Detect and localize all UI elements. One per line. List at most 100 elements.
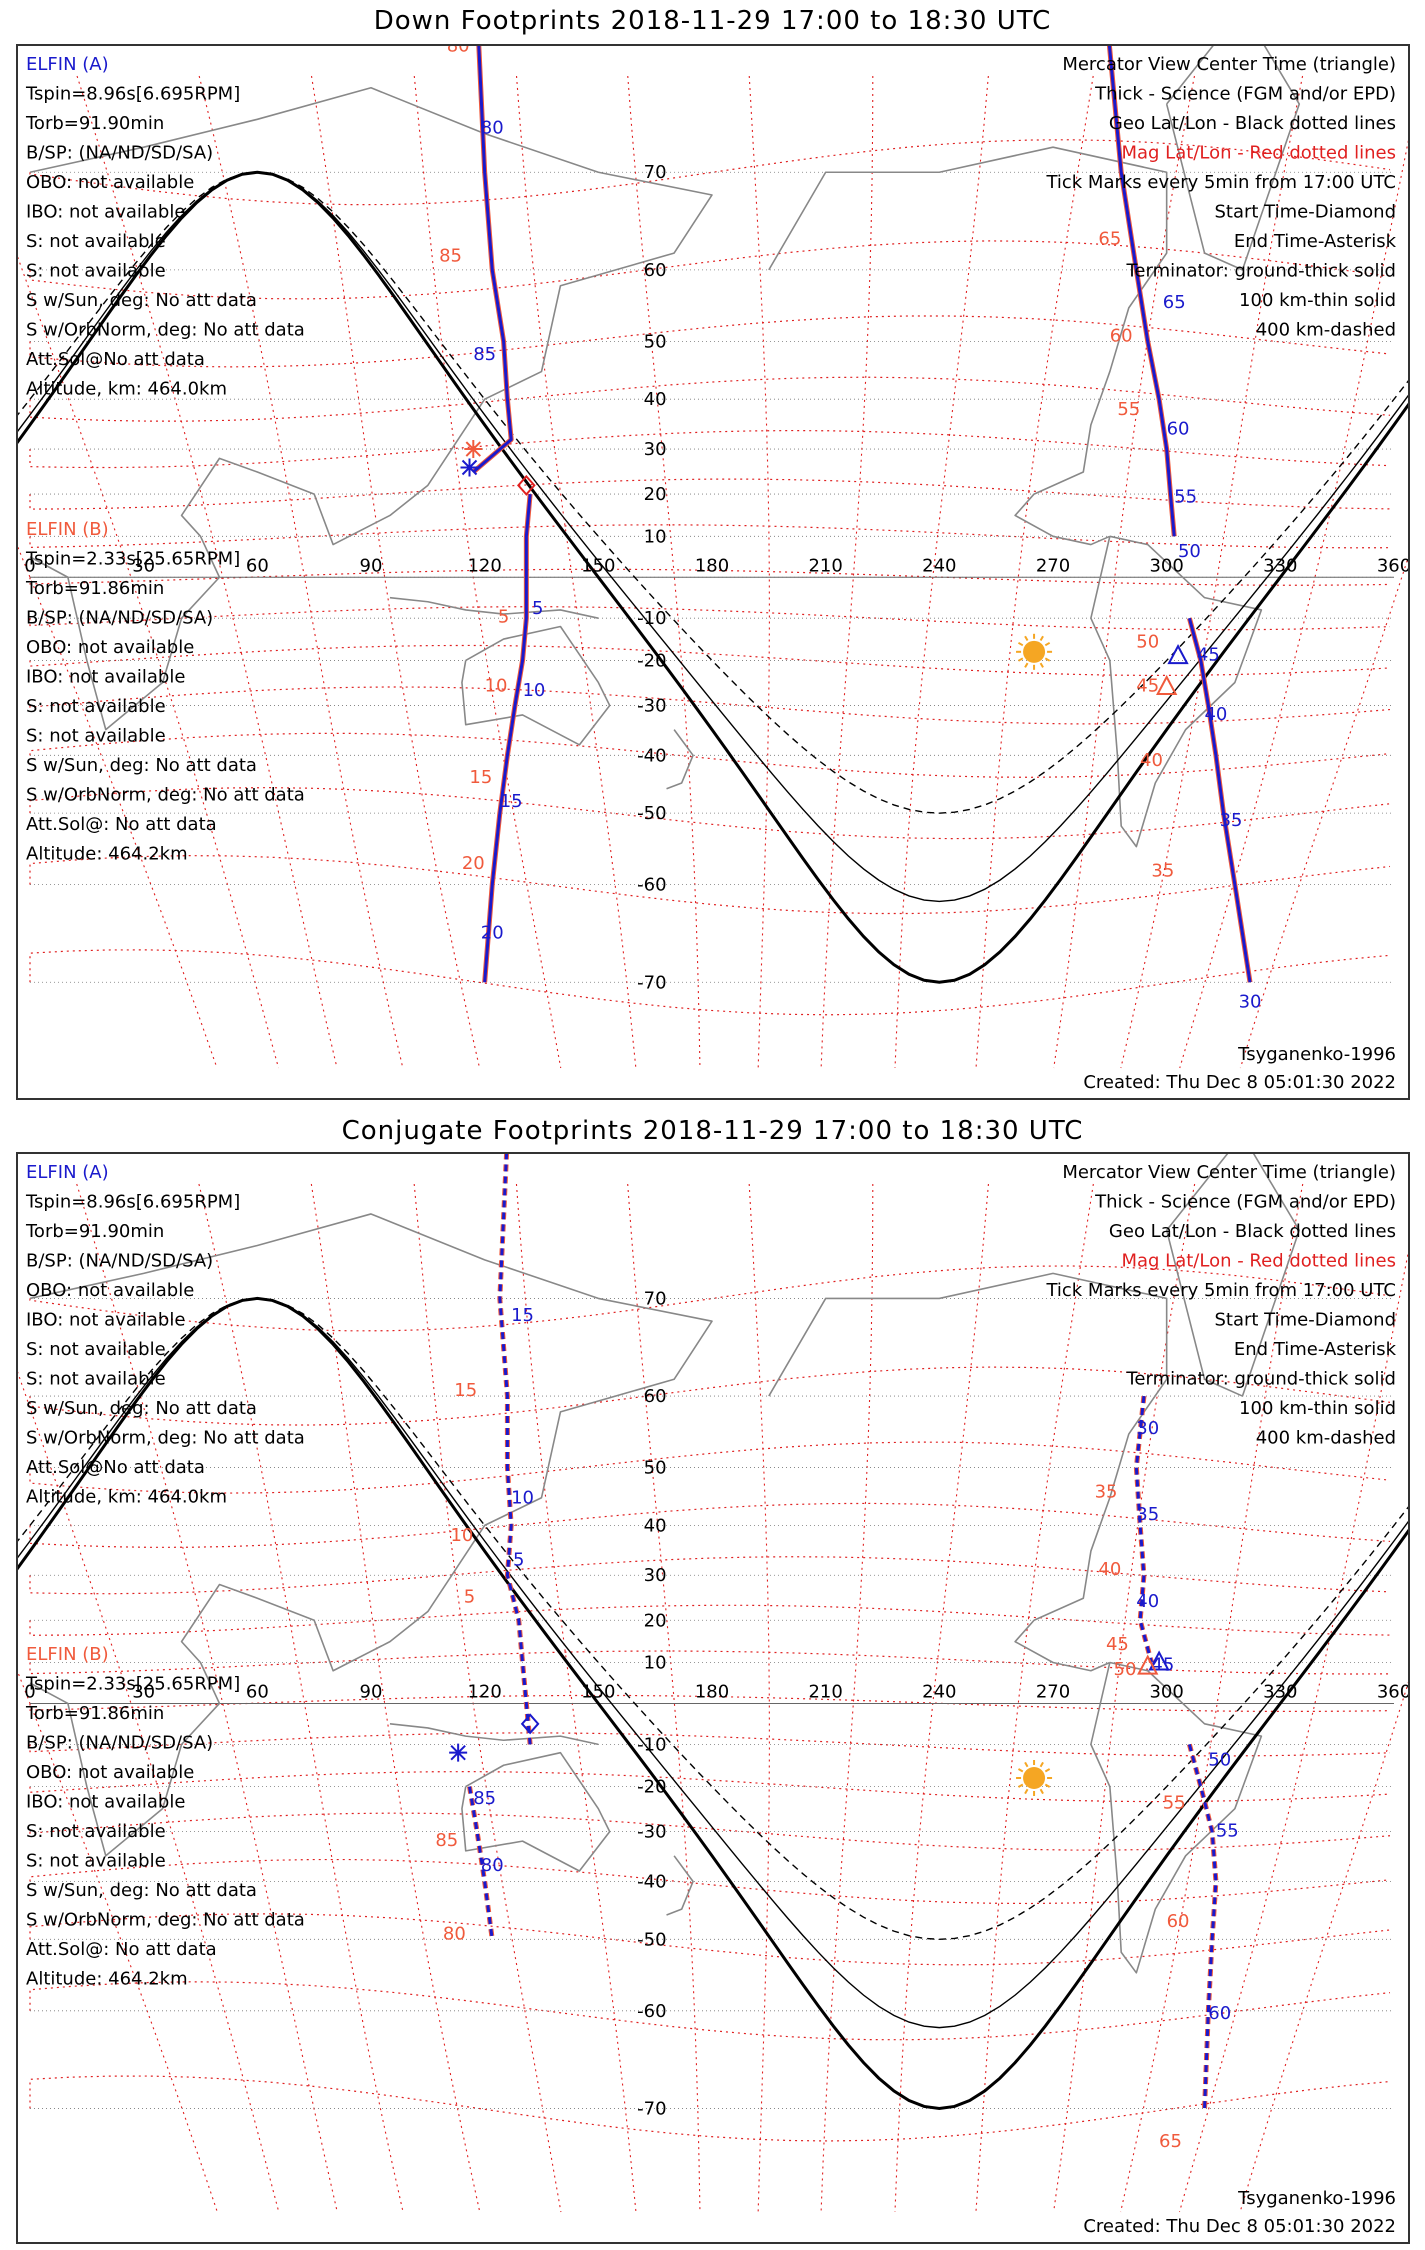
lon-tick-label: 360 xyxy=(1377,555,1408,576)
elfin-b-title: ELFIN (B) xyxy=(26,519,109,540)
legend-line: Thick - Science (FGM and/or EPD) xyxy=(1094,84,1396,105)
elfin-a-tick-label: 10 xyxy=(522,680,545,701)
legend-line: Mag Lat/Lon - Red dotted lines xyxy=(1121,143,1396,164)
mag-lat-line xyxy=(29,1694,1391,1713)
lon-tick-label: 60 xyxy=(246,555,269,576)
mag-lon-line xyxy=(413,1183,562,2213)
elfin-a-info-line: S: not available xyxy=(26,1339,166,1360)
lat-tick-label: -10 xyxy=(637,1734,666,1755)
lat-tick-label: -40 xyxy=(637,1871,666,1892)
model-label: Tsyganenko-1996 xyxy=(1237,2188,1396,2209)
elfin-b-tick-label: 40 xyxy=(1098,1559,1121,1580)
mag-lon-line xyxy=(76,75,338,1069)
lat-tick-label: 60 xyxy=(644,260,667,281)
legend-line: Mag Lat/Lon - Red dotted lines xyxy=(1121,1251,1396,1272)
elfin-b-tick-label: 35 xyxy=(1095,1482,1118,1503)
elfin-a-info-line: Altitude, km: 464.0km xyxy=(26,1487,227,1508)
mag-lon-line xyxy=(76,1183,338,2213)
lat-tick-label: -30 xyxy=(637,1822,666,1843)
lat-tick-label: -40 xyxy=(637,745,666,766)
legend-line: Thick - Science (FGM and/or EPD) xyxy=(1094,1192,1396,1213)
elfin-a-tick-label: 45 xyxy=(1197,644,1220,665)
elfin-a-info-line: IBO: not available xyxy=(26,1310,185,1331)
elfin-a-tick-label: 65 xyxy=(1163,292,1186,313)
elfin-a-tick-label: 60 xyxy=(1167,419,1190,440)
mag-lat-line xyxy=(29,644,1391,677)
elfin-a-info-line: B/SP: (NA/ND/SD/SA) xyxy=(26,1251,213,1272)
coastline xyxy=(1165,46,1301,271)
lat-tick-label: -10 xyxy=(637,608,666,629)
mag-lat-line xyxy=(29,1502,1391,1548)
elfin-a-info-line: Att.Sol@No att data xyxy=(26,349,205,370)
lon-tick-label: 240 xyxy=(922,1681,956,1702)
elfin-a-info-line: B/SP: (NA/ND/SD/SA) xyxy=(26,143,213,164)
elfin-b-tick-label: 45 xyxy=(1136,676,1159,697)
sun-ray xyxy=(1039,635,1044,642)
elfin-b-info-line: S w/OrbNorm, deg: No att data xyxy=(26,1909,305,1930)
elfin-a-info-line: Tspin=8.96s[6.695RPM] xyxy=(25,1192,240,1213)
legend-line: Tick Marks every 5min from 17:00 UTC xyxy=(1045,172,1396,193)
mag-lat-line xyxy=(29,524,1391,549)
mag-lon-line xyxy=(515,75,637,1069)
elfin-a-track xyxy=(472,46,513,474)
lat-tick-label: 40 xyxy=(644,389,667,410)
legend-line: 100 km-thin solid xyxy=(1239,290,1396,311)
elfin-a-tick-label: 5 xyxy=(513,1550,524,1571)
mag-lat-line xyxy=(29,1556,1391,1595)
elfin-b-tick-label: 65 xyxy=(1098,228,1121,249)
end-asterisk-marker xyxy=(449,1743,468,1762)
panel-title: Conjugate Footprints 2018-11-29 17:00 to… xyxy=(341,1116,1084,1146)
map-canvas: 0 30 60 90 120 150 180 210 240 270 300 330 360 70 60 50… xyxy=(18,1154,1408,2237)
lat-tick-label: -70 xyxy=(637,2098,666,2119)
elfin-a-tick-label: 50 xyxy=(1178,541,1201,562)
elfin-a-info-line: Torb=91.90min xyxy=(25,113,164,134)
map-frame: 0 30 60 90 120 150 180 210 240 270 300 330 360 70 60 50… xyxy=(16,44,1410,1100)
elfin-b-tick-label: 10 xyxy=(485,676,508,697)
lat-tick-label: 70 xyxy=(644,162,667,183)
sun-icon xyxy=(1023,1766,1046,1789)
elfin-b-tick-label: 80 xyxy=(447,46,470,56)
lat-tick-label: 10 xyxy=(644,526,667,547)
elfin-b-tick-label: 55 xyxy=(1117,399,1140,420)
elfin-a-title: ELFIN (A) xyxy=(26,1162,109,1183)
elfin-a-tick-label: 85 xyxy=(473,344,496,365)
legend-line: 400 km-dashed xyxy=(1256,1428,1396,1449)
elfin-b-info-line: Tspin=2.33s[25.65RPM] xyxy=(25,549,240,570)
sun-ray xyxy=(1024,662,1029,668)
legend-line: Geo Lat/Lon - Black dotted lines xyxy=(1109,1221,1396,1242)
center-triangle-marker xyxy=(1167,643,1189,665)
elfin-a-tick-label: 20 xyxy=(481,923,504,944)
lat-tick-label: 10 xyxy=(644,1652,667,1673)
elfin-b-tick-label: 45 xyxy=(1106,1634,1129,1655)
sun-ray xyxy=(1017,657,1024,662)
elfin-b-tick-label: 85 xyxy=(435,1830,458,1851)
terminator-ground xyxy=(18,170,1408,984)
elfin-b-tick-label: 65 xyxy=(1159,2131,1182,2152)
lon-tick-label: 30 xyxy=(132,555,155,576)
center-triangle-marker xyxy=(1148,1650,1170,1671)
elfin-a-tick-label: 85 xyxy=(473,1788,496,1809)
elfin-a-info-line: Tspin=8.96s[6.695RPM] xyxy=(25,84,240,105)
lon-tick-label: 90 xyxy=(360,1681,383,1702)
elfin-a-tick-label: 35 xyxy=(1220,810,1243,831)
mag-lon-line xyxy=(1053,75,1195,1069)
elfin-a-tick-label: 40 xyxy=(1136,1591,1159,1612)
elfin-b-tick-label: 80 xyxy=(443,1923,466,1944)
mag-lon-line xyxy=(748,75,770,1069)
lon-tick-label: 360 xyxy=(1377,1681,1408,1702)
mag-lon-line xyxy=(820,75,874,1069)
terminator-400km xyxy=(18,1297,1408,1941)
lat-tick-label: 20 xyxy=(644,484,667,505)
terminator-100km xyxy=(18,1297,1408,2029)
legend-line: Mercator View Center Time (triangle) xyxy=(1062,54,1396,75)
coastline xyxy=(29,86,713,731)
mag-lat-line xyxy=(29,1650,1391,1675)
elfin-b-info-line: OBO: not available xyxy=(26,1762,194,1783)
elfin-b-tick-label: 60 xyxy=(1110,325,1133,346)
elfin-b-info-line: Att.Sol@: No att data xyxy=(26,1939,217,1960)
terminator-400km xyxy=(18,171,1408,814)
sun-ray xyxy=(1039,1788,1044,1795)
lat-tick-label: -50 xyxy=(637,803,666,824)
lon-tick-label: 240 xyxy=(922,555,956,576)
mag-lon-line xyxy=(1178,1251,1408,2213)
